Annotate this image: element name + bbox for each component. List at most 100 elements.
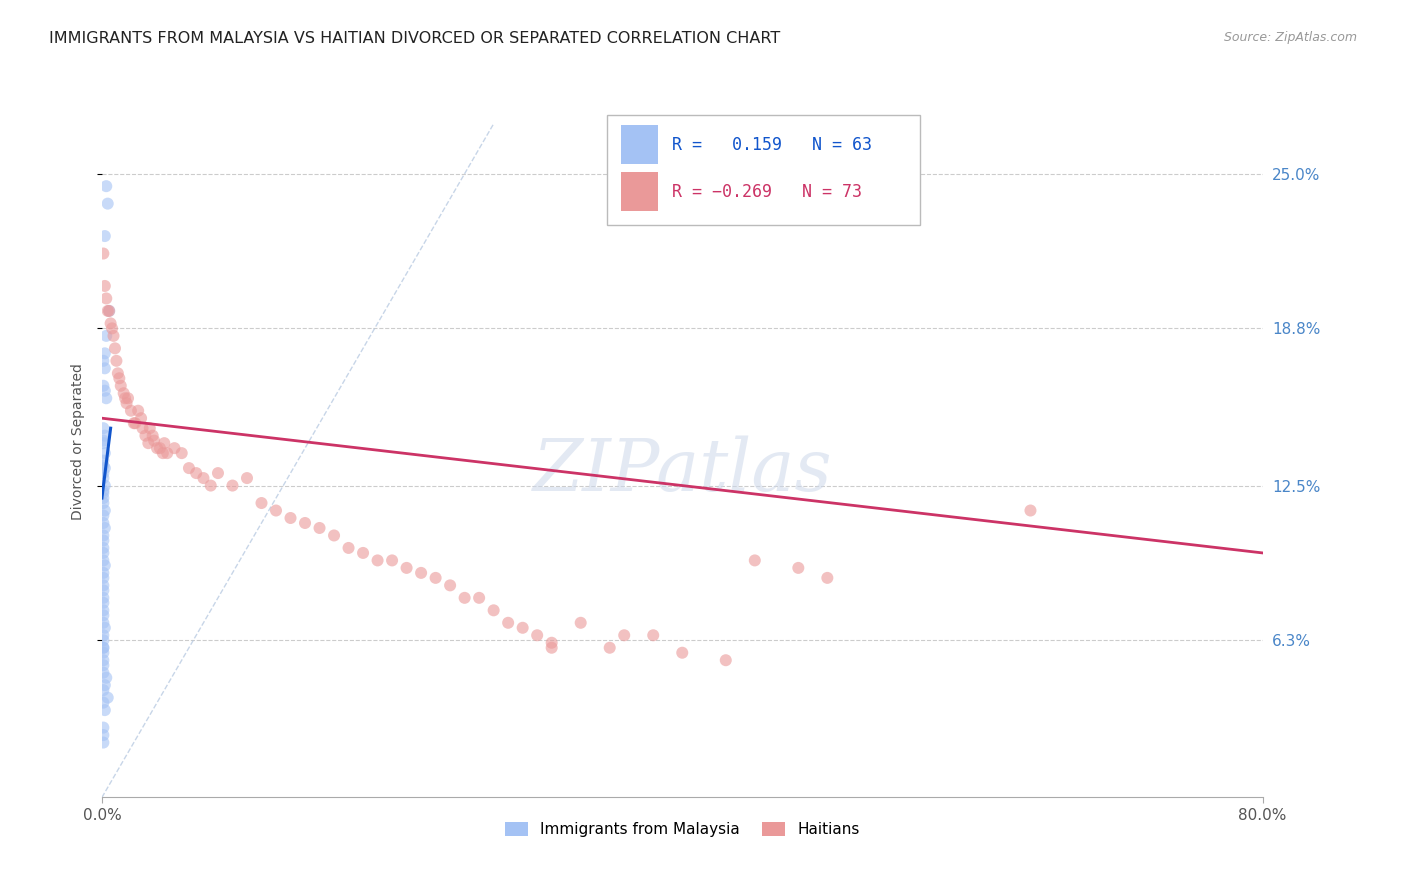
Point <box>264 503 287 517</box>
Point <box>120 403 142 417</box>
Point <box>149 441 172 455</box>
Point <box>93 434 115 448</box>
Point <box>395 561 418 575</box>
Point <box>122 416 145 430</box>
Point <box>93 583 115 598</box>
Point <box>93 628 115 642</box>
Point <box>93 633 115 648</box>
Point <box>115 396 138 410</box>
Point <box>93 546 115 560</box>
Text: ZIPatlas: ZIPatlas <box>533 435 832 506</box>
Point <box>100 317 122 331</box>
Point <box>93 735 115 749</box>
Point <box>93 466 115 480</box>
Text: R =   0.159   N = 63: R = 0.159 N = 63 <box>672 136 872 153</box>
Point <box>138 436 160 450</box>
Point <box>526 628 548 642</box>
Point <box>599 640 621 655</box>
Point <box>142 428 165 442</box>
Point <box>146 441 169 455</box>
Point <box>93 378 115 392</box>
Point <box>540 640 562 655</box>
Bar <box>620 125 658 164</box>
Point <box>153 436 176 450</box>
Point <box>93 596 115 610</box>
Point <box>93 646 115 660</box>
Point <box>93 603 115 617</box>
Point <box>93 640 115 655</box>
Point <box>815 571 838 585</box>
Point <box>156 446 179 460</box>
Point <box>93 453 115 467</box>
Point <box>93 608 115 623</box>
Point <box>96 329 118 343</box>
Point <box>112 386 135 401</box>
Point <box>93 491 115 505</box>
Point <box>439 578 461 592</box>
Point <box>94 461 117 475</box>
Point <box>96 179 118 194</box>
Point <box>468 591 491 605</box>
Bar <box>620 172 658 211</box>
Point <box>93 421 115 435</box>
Point <box>613 628 636 642</box>
Point <box>93 516 115 530</box>
Point <box>1019 503 1042 517</box>
Point <box>103 329 125 343</box>
Point <box>93 246 115 260</box>
Point <box>381 553 404 567</box>
Point <box>93 615 115 630</box>
Point <box>93 486 115 500</box>
Point <box>94 703 117 717</box>
Point <box>124 416 146 430</box>
Point <box>540 636 562 650</box>
Point <box>94 428 117 442</box>
Point <box>93 483 115 498</box>
Point <box>308 521 330 535</box>
Point <box>104 342 127 356</box>
Point <box>453 591 475 605</box>
Point <box>94 361 117 376</box>
Point <box>143 434 166 448</box>
Point <box>94 558 117 573</box>
Point <box>93 566 115 580</box>
Point <box>93 528 115 542</box>
Point <box>744 553 766 567</box>
Point <box>96 671 118 685</box>
Point <box>93 541 115 555</box>
Point <box>134 428 156 442</box>
Point <box>496 615 519 630</box>
Point <box>94 678 117 692</box>
Point <box>94 346 117 360</box>
Point <box>139 421 162 435</box>
Point <box>96 391 118 405</box>
FancyBboxPatch shape <box>607 115 920 225</box>
Point <box>152 446 174 460</box>
Point <box>367 553 389 567</box>
Point <box>94 621 117 635</box>
Text: IMMIGRANTS FROM MALAYSIA VS HAITIAN DIVORCED OR SEPARATED CORRELATION CHART: IMMIGRANTS FROM MALAYSIA VS HAITIAN DIVO… <box>49 31 780 46</box>
Point <box>96 292 118 306</box>
Point <box>337 541 360 555</box>
Point <box>352 546 374 560</box>
Point <box>482 603 505 617</box>
Point <box>425 571 447 585</box>
Point <box>787 561 810 575</box>
Point <box>94 521 117 535</box>
Point <box>569 615 592 630</box>
Text: Source: ZipAtlas.com: Source: ZipAtlas.com <box>1223 31 1357 45</box>
Legend: Immigrants from Malaysia, Haitians: Immigrants from Malaysia, Haitians <box>499 816 866 843</box>
Point <box>93 728 115 742</box>
Point <box>250 496 273 510</box>
Point <box>714 653 737 667</box>
Point <box>93 658 115 673</box>
Point <box>193 471 215 485</box>
Point <box>177 461 200 475</box>
Point <box>93 571 115 585</box>
Point <box>512 621 534 635</box>
Point <box>411 566 433 580</box>
Point <box>97 690 120 705</box>
Point <box>93 458 115 473</box>
Point <box>93 640 115 655</box>
Point <box>105 354 128 368</box>
